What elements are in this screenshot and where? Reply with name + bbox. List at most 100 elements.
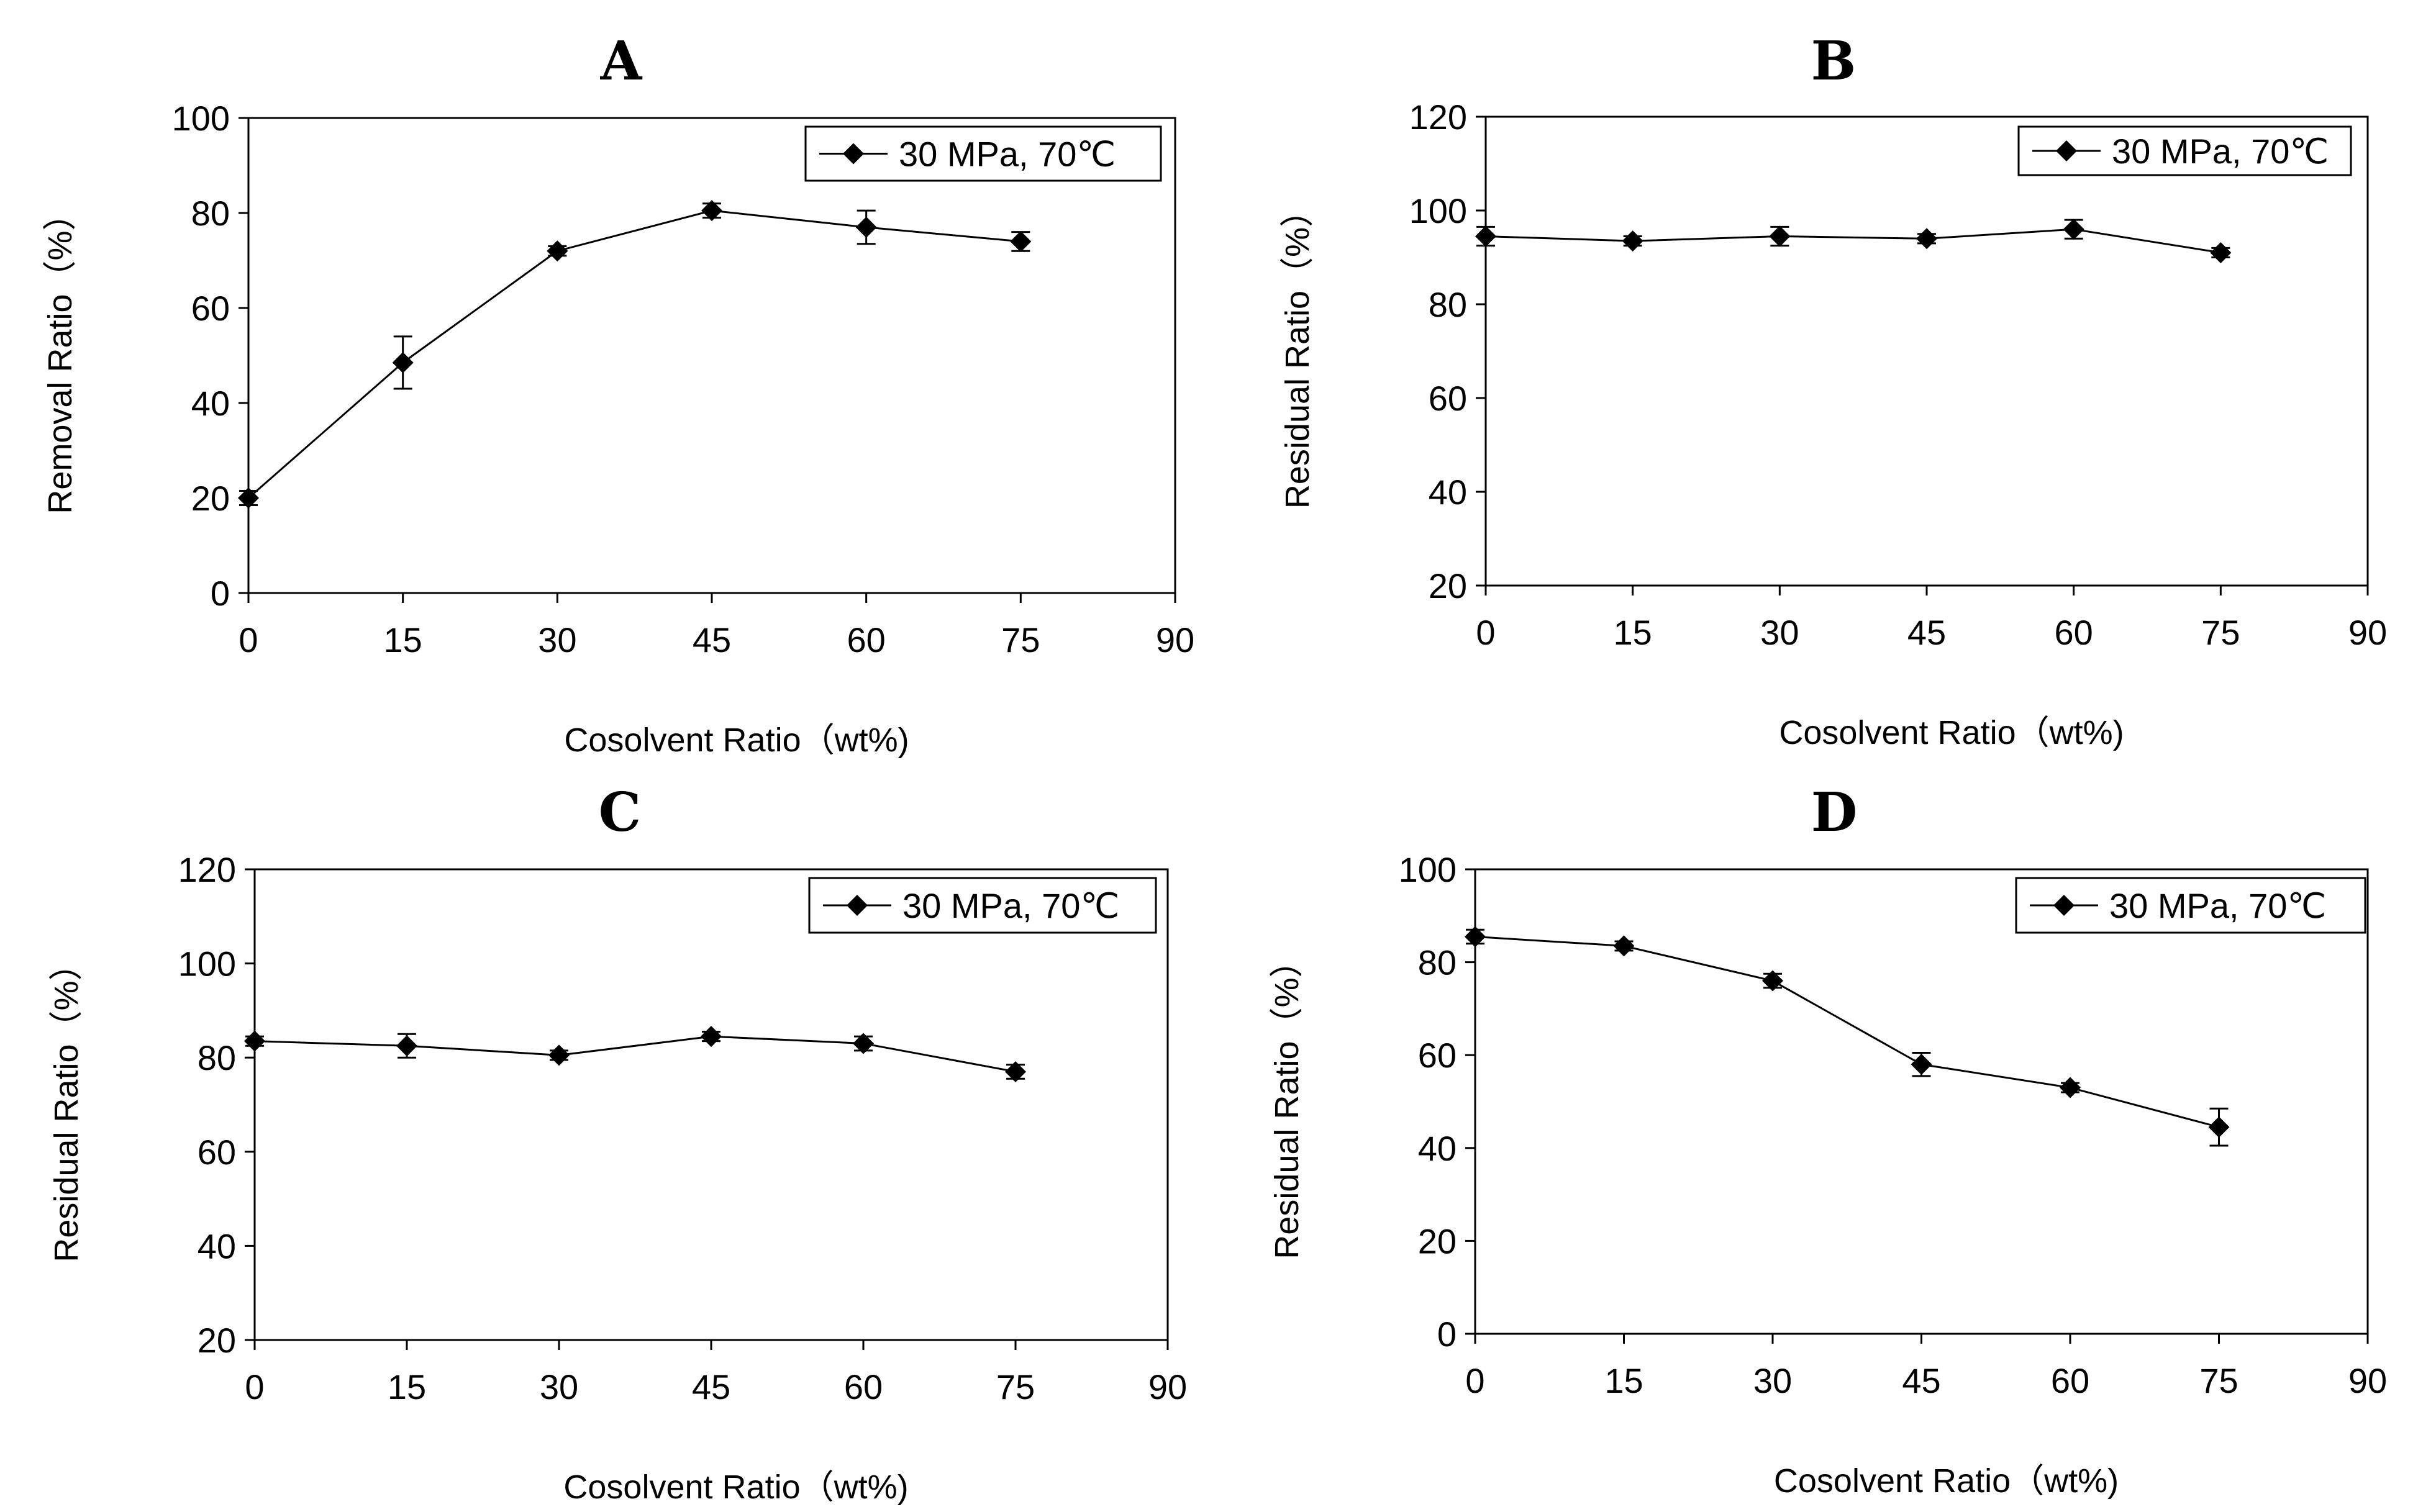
- panel-a-y-tick-label: 100: [172, 99, 230, 138]
- panel-c-y-tick-label: 100: [178, 944, 236, 984]
- panel-a-x-tick-label: 15: [384, 620, 422, 659]
- panel-b-y-axis-label: Residual Ratio（%）: [1279, 194, 1316, 509]
- panel-a-data-point: [701, 200, 722, 222]
- panel-b-y-tick-label: 60: [1429, 379, 1467, 418]
- panel-a-y-tick-label: 80: [191, 194, 230, 233]
- panel-d-data-point: [1613, 935, 1635, 957]
- panel-c: C 20 40 60 80 100 120 0 15 30 45 60 75 90 Cosolvent Ra…: [48, 781, 1187, 1506]
- panel-a-x-tick-label: 0: [239, 620, 258, 659]
- panel-b-series-line: [1485, 228, 2221, 254]
- panel-c-y-axis-label: Residual Ratio（%）: [48, 947, 85, 1262]
- panel-c-x-tick-label: 0: [245, 1367, 264, 1406]
- panel-d-data-point: [2060, 1077, 2081, 1098]
- panel-a-y-axis-label: Removal Ratio（%）: [42, 197, 79, 514]
- panel-d-y-tick-label: 0: [1437, 1315, 1457, 1354]
- panel-a-series-line: [248, 209, 1021, 499]
- panel-b-y-tick-label: 20: [1429, 566, 1467, 605]
- panel-d-y-tick-label: 40: [1418, 1129, 1457, 1168]
- panel-c-y-tick-label: 120: [178, 850, 236, 889]
- panel-a-y-tick-label: 20: [191, 479, 230, 518]
- panel-c-y-tick-label: 60: [198, 1133, 236, 1172]
- panel-b-data-point: [1622, 230, 1643, 252]
- panel-b-x-tick-label: 0: [1476, 613, 1495, 652]
- panel-d-series-line: [1475, 935, 2219, 1128]
- panel-a-legend-marker: [843, 143, 864, 165]
- panel-d-y-axis-label: Residual Ratio（%）: [1268, 944, 1306, 1259]
- panel-a: A 0 20 40 60 80 100 0 15 30 45 60 75 90 Cosolvent Rati…: [42, 30, 1194, 759]
- panel-c-x-tick-label: 75: [996, 1367, 1035, 1406]
- panel-d-legend-marker: [2053, 895, 2075, 916]
- panel-b-x-tick-label: 45: [1907, 613, 1946, 652]
- panel-c-title: C: [599, 781, 641, 844]
- panel-d-x-axis-label: Cosolvent Ratio（wt%): [1774, 1462, 2119, 1500]
- panel-a-x-tick-label: 45: [693, 620, 731, 659]
- panel-c-legend-marker: [847, 895, 868, 916]
- panel-b-data-point: [1916, 228, 1937, 250]
- panel-d-x-tick-label: 90: [2348, 1361, 2387, 1400]
- panel-c-x-tick-label: 60: [844, 1367, 883, 1406]
- panel-b-x-tick-label: 30: [1760, 613, 1799, 652]
- panel-c-y-tick-label: 80: [198, 1038, 236, 1077]
- panel-c-legend-label: 30 MPa, 70℃: [902, 886, 1119, 925]
- panel-b-plot-frame: [1484, 115, 2369, 587]
- panel-b-y-tick-label: 80: [1429, 285, 1467, 324]
- panel-d-data-point: [1911, 1054, 1932, 1075]
- panel-d-legend-box: [2015, 877, 2366, 934]
- panel-b-x-tick-label: 60: [2055, 613, 2093, 652]
- panel-b-y-tick-label: 40: [1429, 473, 1467, 512]
- panel-a-y-tick-label: 60: [191, 289, 230, 328]
- panel-b-data-point: [1769, 225, 1791, 247]
- panel-d-legend-label: 30 MPa, 70℃: [2109, 886, 2326, 925]
- panel-a-plot-frame: [247, 117, 1176, 594]
- panel-b-y-tick-label: 120: [1409, 97, 1467, 137]
- panel-b-x-tick-label: 15: [1614, 613, 1652, 652]
- panel-d-x-tick-label: 0: [1465, 1361, 1484, 1400]
- panel-d-data-point: [1465, 926, 1486, 948]
- panel-c-series-line: [254, 1035, 1016, 1073]
- panel-c-data-point: [1005, 1061, 1026, 1082]
- panel-d-x-tick-label: 75: [2199, 1361, 2238, 1400]
- panel-b: B 20 40 60 80 100 120 0 15 30 45 60 75 90 Cosolvent Ra…: [1279, 30, 2387, 751]
- panel-a-data-point: [392, 351, 414, 373]
- panel-a-x-tick-label: 75: [1001, 620, 1040, 659]
- panel-b-data-point: [1475, 225, 1496, 247]
- panel-c-x-tick-label: 30: [540, 1367, 578, 1406]
- panel-a-data-point: [855, 216, 877, 238]
- panel-c-data-point: [244, 1030, 265, 1052]
- panel-d-y-tick-label: 100: [1399, 850, 1457, 889]
- panel-b-data-point: [2063, 219, 2084, 240]
- panel-a-legend-label: 30 MPa, 70℃: [899, 135, 1116, 174]
- panel-c-x-tick-label: 90: [1148, 1367, 1187, 1406]
- panel-d: D 0 20 40 60 80 100 0 15 30 45 60 75 90 Cosolvent Rati…: [1268, 781, 2387, 1500]
- panel-c-plot-frame: [253, 868, 1169, 1341]
- panel-b-legend-marker: [2056, 140, 2077, 161]
- panel-a-y-tick-label: 0: [211, 574, 230, 613]
- panel-b-title: B: [1811, 30, 1857, 93]
- panel-b-legend-label: 30 MPa, 70℃: [2112, 132, 2329, 171]
- panel-c-data-point: [396, 1035, 417, 1057]
- panel-c-x-tick-label: 45: [692, 1367, 730, 1406]
- panel-c-x-tick-label: 15: [388, 1367, 426, 1406]
- panel-a-data-point: [547, 240, 568, 262]
- panel-d-y-tick-label: 60: [1418, 1036, 1457, 1075]
- panel-c-data-point: [853, 1033, 874, 1054]
- panel-a-data-point: [1010, 230, 1032, 252]
- panel-d-data-point: [1762, 970, 1783, 992]
- panel-a-x-tick-label: 60: [847, 620, 886, 659]
- panel-a-y-tick-label: 40: [191, 384, 230, 423]
- panel-c-y-tick-label: 40: [198, 1226, 236, 1265]
- panel-d-plot-frame: [1474, 868, 2369, 1335]
- panel-b-x-axis-label: Cosolvent Ratio（wt%): [1779, 714, 2124, 751]
- panel-a-data-point: [238, 487, 259, 509]
- panel-d-x-tick-label: 45: [1902, 1361, 1940, 1400]
- panel-a-x-tick-label: 90: [1156, 620, 1194, 659]
- panel-d-y-tick-label: 80: [1418, 943, 1457, 982]
- panel-a-x-tick-label: 30: [538, 620, 576, 659]
- panel-d-x-tick-label: 15: [1604, 1361, 1643, 1400]
- panel-c-y-tick-label: 20: [198, 1321, 236, 1360]
- panel-d-data-point: [2208, 1116, 2230, 1138]
- panel-d-x-tick-label: 60: [2051, 1361, 2089, 1400]
- panel-a-title: A: [600, 30, 643, 93]
- panel-b-x-tick-label: 90: [2348, 613, 2387, 652]
